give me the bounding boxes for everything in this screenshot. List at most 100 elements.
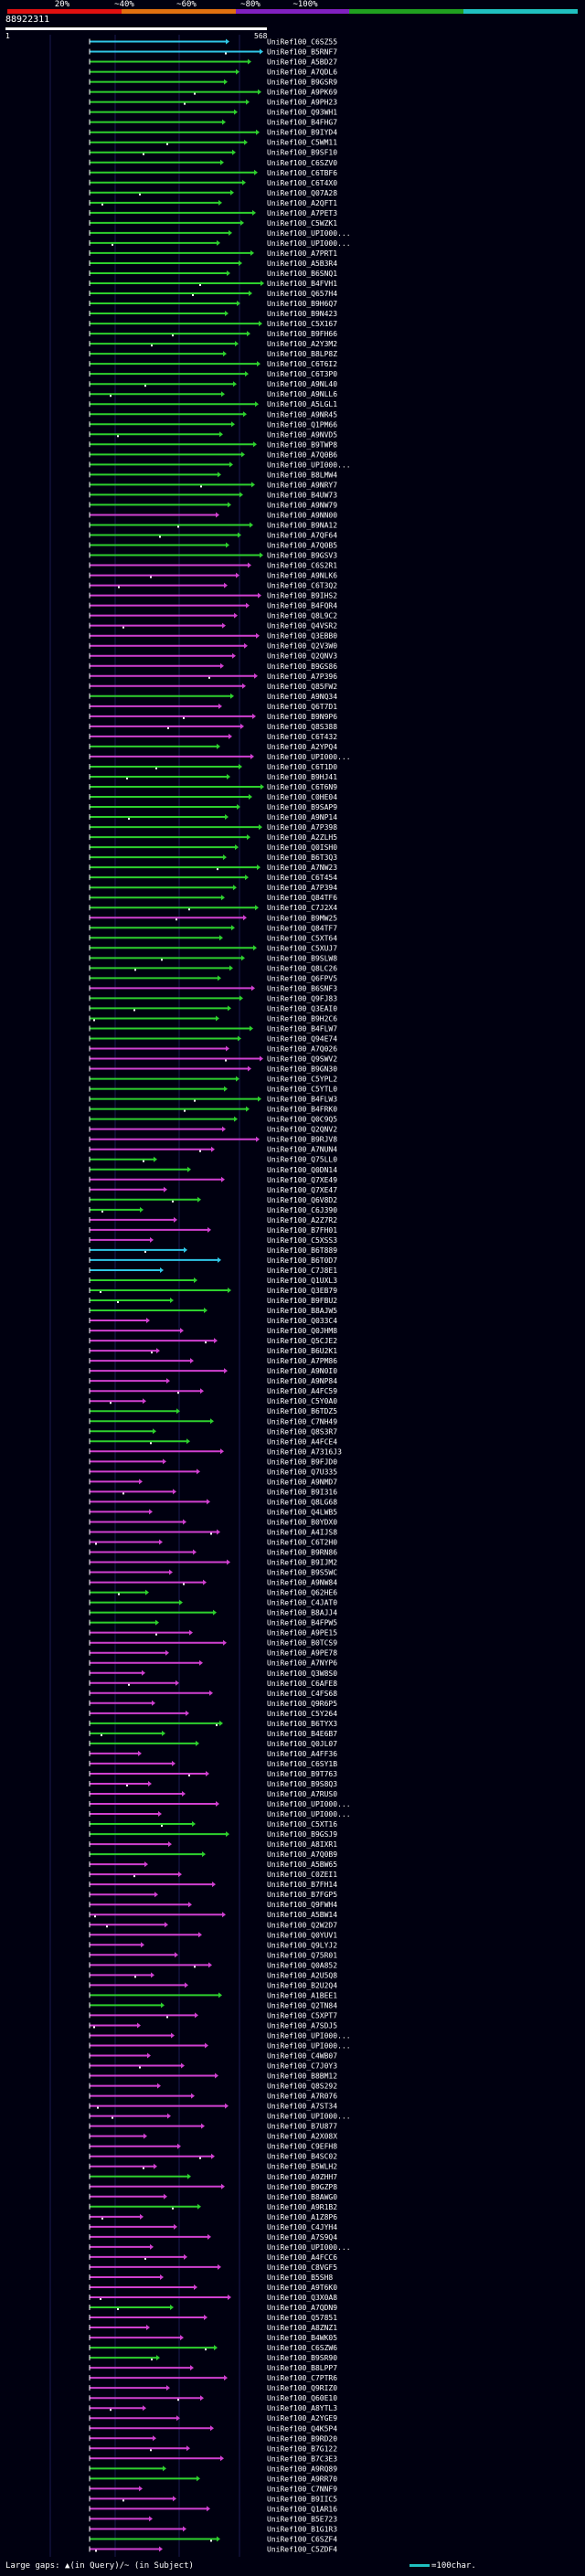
hit-row[interactable]: UniRef100_B6SNF3 <box>89 984 337 992</box>
hit-label[interactable]: UniRef100_B1G1R3 <box>267 2525 337 2533</box>
hit-label[interactable]: UniRef100_B7G122 <box>267 2444 337 2453</box>
hit-row[interactable]: UniRef100_UPI000... <box>89 461 351 469</box>
hit-row[interactable]: UniRef100_UPI000... <box>89 239 351 248</box>
hit-row[interactable]: UniRef100_C6SZ55 <box>89 38 337 47</box>
hit-label[interactable]: UniRef100_Q4LWB5 <box>267 1508 337 1516</box>
hit-label[interactable]: UniRef100_B4FQR4 <box>267 602 337 610</box>
hit-row[interactable]: UniRef100_A7NYP6 <box>89 1659 337 1668</box>
hit-label[interactable]: UniRef100_Q8S3R7 <box>267 1427 337 1436</box>
hit-label[interactable]: UniRef100_Q1UXL3 <box>267 1277 337 1285</box>
hit-row[interactable]: UniRef100_B6T889 <box>89 1246 337 1255</box>
hit-row[interactable]: UniRef100_Q0ISH0 <box>89 843 337 852</box>
hit-label[interactable]: UniRef100_A2YGE9 <box>267 2414 337 2422</box>
hit-row[interactable]: UniRef100_Q1UXL3 <box>89 1277 337 1285</box>
hit-label[interactable]: UniRef100_B8BM12 <box>267 2072 337 2081</box>
hit-row[interactable]: UniRef100_A7P396 <box>89 673 337 681</box>
hit-row[interactable]: UniRef100_A2YPQ4 <box>89 743 337 751</box>
hit-row[interactable]: UniRef100_B9TWP8 <box>89 440 337 449</box>
hit-row[interactable]: UniRef100_B4FLW3 <box>89 1096 337 1104</box>
hit-label[interactable]: UniRef100_B8LPP7 <box>267 2364 337 2372</box>
hit-row[interactable]: UniRef100_A7SDJ5 <box>89 2021 337 2030</box>
hit-label[interactable]: UniRef100_B9GSJ9 <box>267 1830 337 1839</box>
hit-label[interactable]: UniRef100_Q9R6P5 <box>267 1700 337 1708</box>
hit-label[interactable]: UniRef100_B9IIC5 <box>267 2495 337 2503</box>
hit-label[interactable]: UniRef100_A5LGL1 <box>267 400 337 408</box>
hit-label[interactable]: UniRef100_B8AWG0 <box>267 2193 337 2201</box>
hit-label[interactable]: UniRef100_Q8L9C2 <box>267 612 337 620</box>
hit-label[interactable]: UniRef100_Q94E74 <box>267 1034 337 1043</box>
hit-label[interactable]: UniRef100_Q9FJ83 <box>267 994 337 1002</box>
hit-label[interactable]: UniRef100_B9NA12 <box>267 521 337 529</box>
hit-label[interactable]: UniRef100_C6T3P0 <box>267 370 337 378</box>
hit-row[interactable]: UniRef100_A9RR70 <box>89 2475 337 2483</box>
hit-label[interactable]: UniRef100_B9MW25 <box>267 914 337 922</box>
hit-label[interactable]: UniRef100_C7PTR6 <box>267 2374 337 2382</box>
hit-row[interactable]: UniRef100_B4E6B7 <box>89 1730 337 1738</box>
hit-row[interactable]: UniRef100_A7P398 <box>89 823 337 832</box>
hit-row[interactable]: UniRef100_B9MW25 <box>89 914 337 922</box>
hit-row[interactable]: UniRef100_B7U877 <box>89 2123 337 2131</box>
hit-label[interactable]: UniRef100_B9SAP9 <box>267 803 337 811</box>
hit-row[interactable]: UniRef100_Q6V8D2 <box>89 1196 337 1204</box>
hit-label[interactable]: UniRef100_C0ZEI1 <box>267 1871 337 1879</box>
hit-row[interactable]: UniRef100_B9FJD0 <box>89 1458 337 1466</box>
hit-row[interactable]: UniRef100_C5ZDF4 <box>89 2545 337 2553</box>
hit-row[interactable]: UniRef100_A7S9Q4 <box>89 2233 337 2242</box>
hit-row[interactable]: UniRef100_C7J2X4 <box>89 904 337 912</box>
hit-row[interactable]: UniRef100_Q5CJE2 <box>89 1337 337 1345</box>
hit-label[interactable]: UniRef100_B9FJD0 <box>267 1458 337 1466</box>
hit-label[interactable]: UniRef100_UPI000... <box>267 2031 351 2040</box>
hit-label[interactable]: UniRef100_A7Q026 <box>267 1045 337 1054</box>
hit-label[interactable]: UniRef100_B9H6Q7 <box>267 300 337 308</box>
hit-label[interactable]: UniRef100_A8ZNZ1 <box>267 2324 337 2332</box>
hit-row[interactable]: UniRef100_A4FC59 <box>89 1387 337 1395</box>
hit-row[interactable]: UniRef100_A7QDN9 <box>89 2304 337 2312</box>
hit-label[interactable]: UniRef100_A7QDL6 <box>267 69 337 77</box>
hit-label[interactable]: UniRef100_A9NQ34 <box>267 693 337 701</box>
hit-label[interactable]: UniRef100_Q033C4 <box>267 1317 337 1325</box>
hit-row[interactable]: UniRef100_A8IXR1 <box>89 1840 337 1849</box>
hit-label[interactable]: UniRef100_B6SNF3 <box>267 984 337 992</box>
hit-label[interactable]: UniRef100_B4FHG7 <box>267 119 337 127</box>
hit-row[interactable]: UniRef100_B5SH8 <box>89 2274 333 2282</box>
hit-label[interactable]: UniRef100_B4E6B7 <box>267 1730 337 1738</box>
hit-row[interactable]: UniRef100_Q3EBB0 <box>89 632 337 641</box>
hit-row[interactable]: UniRef100_C5Y264 <box>89 1710 337 1718</box>
hit-row[interactable]: UniRef100_C4JYH4 <box>89 2223 337 2231</box>
hit-row[interactable]: UniRef100_C5XSS3 <box>89 1236 337 1245</box>
hit-label[interactable]: UniRef100_A2Y3M2 <box>267 340 337 348</box>
hit-row[interactable]: UniRef100_Q4LWB5 <box>89 1508 337 1516</box>
hit-row[interactable]: UniRef100_C7J8E1 <box>89 1267 337 1275</box>
hit-row[interactable]: UniRef100_Q3EAI0 <box>89 1004 337 1012</box>
hit-label[interactable]: UniRef100_B9SF10 <box>267 149 337 157</box>
hit-row[interactable]: UniRef100_B5RNF7 <box>89 48 337 57</box>
hit-label[interactable]: UniRef100_A9NRY7 <box>267 481 337 489</box>
hit-label[interactable]: UniRef100_B7FH01 <box>267 1226 337 1235</box>
hit-label[interactable]: UniRef100_B6TDZ5 <box>267 1407 337 1415</box>
hit-label[interactable]: UniRef100_B7C3E3 <box>267 2454 337 2463</box>
hit-row[interactable]: UniRef100_Q8L9C2 <box>89 612 337 620</box>
hit-label[interactable]: UniRef100_A1BEE1 <box>267 1991 337 1999</box>
hit-row[interactable]: UniRef100_A2YGE9 <box>89 2414 337 2422</box>
hit-row[interactable]: UniRef100_B8BM12 <box>89 2072 337 2081</box>
hit-row[interactable]: UniRef100_B9RN86 <box>89 1549 337 1557</box>
hit-label[interactable]: UniRef100_C6T454 <box>267 874 337 882</box>
hit-label[interactable]: UniRef100_A9NP14 <box>267 813 337 822</box>
hit-row[interactable]: UniRef100_A9NW79 <box>89 501 337 509</box>
hit-label[interactable]: UniRef100_A7Q0B5 <box>267 542 337 550</box>
hit-label[interactable]: UniRef100_B4SC02 <box>267 2153 337 2161</box>
hit-label[interactable]: UniRef100_B7FH14 <box>267 1881 337 1889</box>
hit-label[interactable]: UniRef100_Q62HE6 <box>267 1589 337 1597</box>
hit-row[interactable]: UniRef100_C6SY1B <box>89 1760 337 1768</box>
hit-row[interactable]: UniRef100_C5Y0A0 <box>89 1397 337 1405</box>
hit-row[interactable]: UniRef100_Q4VSR2 <box>89 622 337 631</box>
hit-row[interactable]: UniRef100_B4FPW5 <box>89 1619 337 1627</box>
hit-row[interactable]: UniRef100_UPI000... <box>89 1800 351 1808</box>
hit-label[interactable]: UniRef100_C6SZW6 <box>267 2344 337 2352</box>
hit-label[interactable]: UniRef100_B6SNQ1 <box>267 270 337 278</box>
hit-label[interactable]: UniRef100_B7FGP5 <box>267 1891 337 1899</box>
hit-row[interactable]: UniRef100_A2ZLH5 <box>89 833 337 842</box>
hit-row[interactable]: UniRef100_A9NL40 <box>89 380 337 388</box>
hit-label[interactable]: UniRef100_C6SZ55 <box>267 38 337 47</box>
hit-label[interactable]: UniRef100_UPI000... <box>267 2243 351 2252</box>
